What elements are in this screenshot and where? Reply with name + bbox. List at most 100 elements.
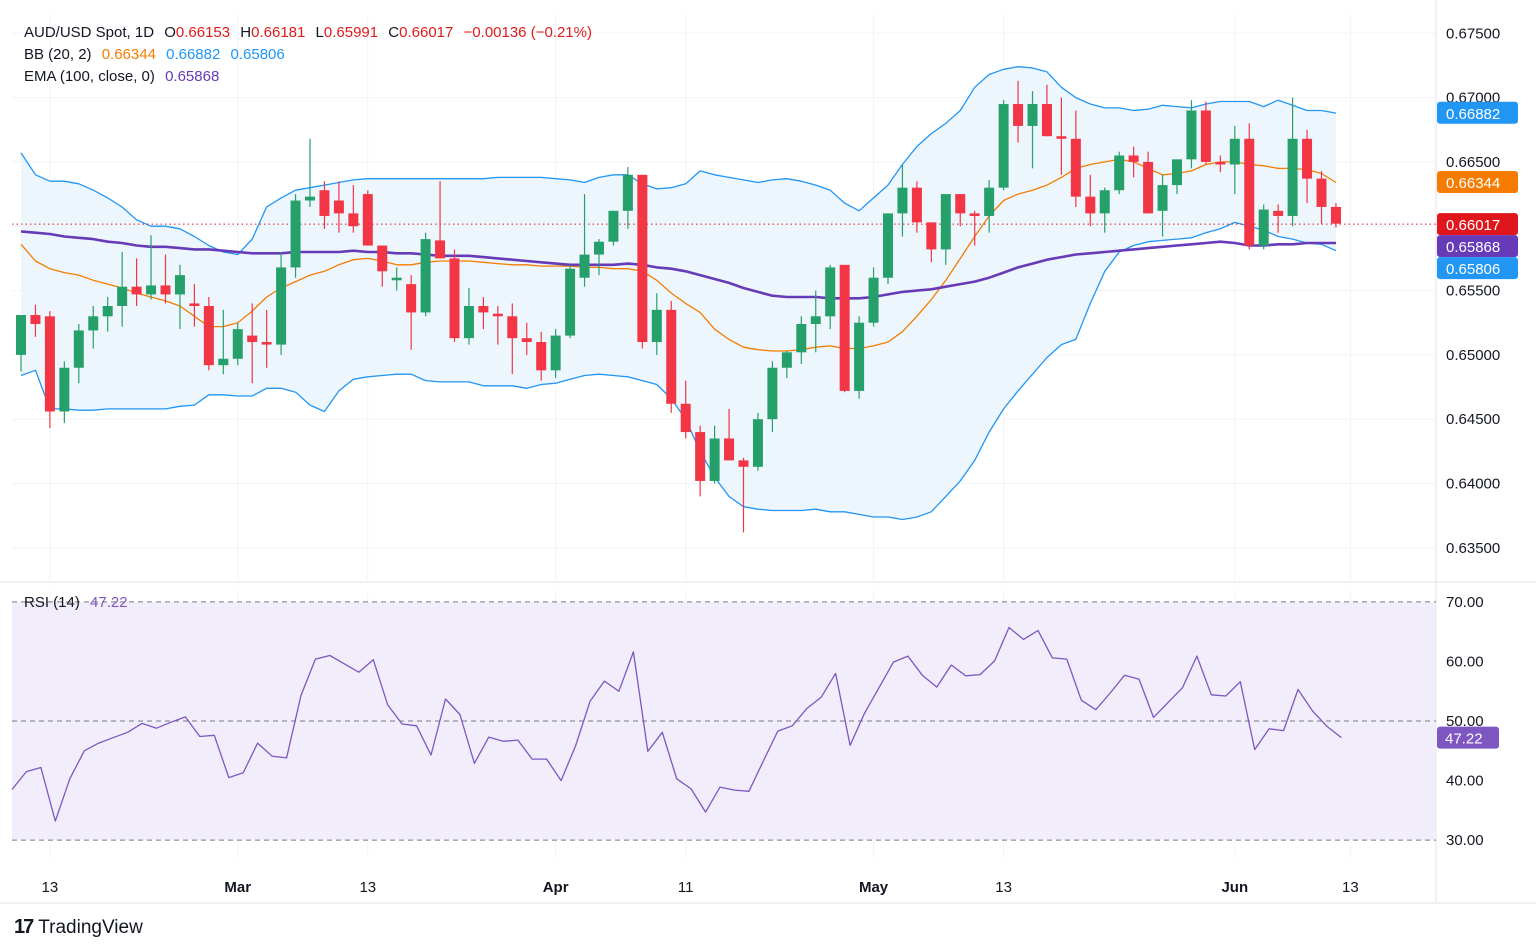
candle xyxy=(637,174,648,349)
candle xyxy=(1200,101,1211,165)
candle-body xyxy=(550,335,561,371)
close-label: C xyxy=(388,24,400,41)
candle xyxy=(550,329,561,379)
candle-body xyxy=(1258,209,1269,246)
legend-bb: BB (20, 2) 0.66344 0.66882 0.65806 xyxy=(24,46,291,63)
open-label: O xyxy=(164,24,176,41)
candle xyxy=(348,185,359,233)
candle-body xyxy=(998,104,1009,188)
candle xyxy=(1215,155,1226,173)
candle xyxy=(854,316,865,399)
candle-body xyxy=(1287,138,1298,216)
candle-body xyxy=(1114,155,1125,191)
candle-body xyxy=(1085,196,1096,214)
candle-body xyxy=(478,306,489,313)
candle xyxy=(406,275,417,350)
rsi-label[interactable]: RSI (14) xyxy=(24,594,80,611)
candle-body xyxy=(305,196,315,201)
candle-body xyxy=(854,322,865,391)
candle-body xyxy=(1330,206,1341,224)
candle-body xyxy=(911,187,922,223)
candle xyxy=(594,239,604,276)
candle xyxy=(435,181,446,259)
candle xyxy=(1330,203,1341,228)
candle xyxy=(608,210,619,246)
price-tag: 0.66344 xyxy=(1437,170,1518,193)
candle-body xyxy=(796,324,807,353)
bb-basis-value: 0.66344 xyxy=(101,46,156,63)
candle xyxy=(73,324,84,384)
price-tick-label: 0.63500 xyxy=(1446,540,1500,557)
candle-body xyxy=(738,460,749,467)
candle-body xyxy=(1302,138,1313,179)
candle xyxy=(377,245,388,287)
candle-body xyxy=(1200,110,1211,162)
candle xyxy=(1099,187,1110,233)
time-tick-label: 13 xyxy=(1342,879,1359,896)
candle-body xyxy=(319,190,330,216)
candle-body xyxy=(44,316,55,412)
candle xyxy=(695,425,706,497)
candle xyxy=(969,210,980,246)
rsi-line xyxy=(11,626,1342,822)
price-tags: 0.66882 0.66344 0.66017 0.65868 0.65806 47.22 xyxy=(1437,101,1518,749)
price-tick-label: 0.65000 xyxy=(1446,347,1500,364)
legend-ema: EMA (100, close, 0) 0.65868 xyxy=(24,68,225,85)
candle xyxy=(1114,151,1125,195)
candle xyxy=(521,322,532,355)
candle-body xyxy=(16,315,26,355)
candle-body xyxy=(608,210,619,242)
candle xyxy=(492,306,503,345)
candle-body xyxy=(1244,138,1255,246)
tradingview-logo[interactable]: 17 TradingView xyxy=(14,916,143,939)
high-value: 0.66181 xyxy=(251,24,306,41)
candle xyxy=(420,232,431,317)
candle-body xyxy=(651,309,662,343)
price-tag-text: 0.65868 xyxy=(1446,239,1500,256)
ema-label[interactable]: EMA (100, close, 0) xyxy=(24,68,155,85)
candle-body xyxy=(160,285,171,295)
candle xyxy=(261,309,272,368)
candle-body xyxy=(955,194,966,214)
candle xyxy=(709,425,720,484)
candle-body xyxy=(146,285,157,295)
candle xyxy=(362,190,373,246)
candle xyxy=(189,284,200,327)
candle xyxy=(666,300,677,413)
candle-body xyxy=(680,403,691,433)
candle-body xyxy=(666,309,677,404)
candle xyxy=(449,249,460,343)
candle xyxy=(1085,174,1096,227)
candle xyxy=(102,297,113,332)
price-tick-label: 0.67500 xyxy=(1446,25,1500,42)
time-tick-label: May xyxy=(859,879,889,896)
candle-body xyxy=(1273,210,1284,216)
candle xyxy=(333,181,344,233)
candle-body xyxy=(926,222,937,250)
candle xyxy=(868,267,879,327)
candle xyxy=(507,303,518,375)
candle xyxy=(218,309,229,375)
candle xyxy=(1157,174,1168,237)
bb-label[interactable]: BB (20, 2) xyxy=(24,46,92,63)
candle xyxy=(1258,204,1269,250)
candle-body xyxy=(1099,190,1110,214)
candle-body xyxy=(724,438,735,461)
candle xyxy=(463,287,474,345)
time-tick-label: 13 xyxy=(42,879,59,896)
candle xyxy=(897,164,908,237)
candle-body xyxy=(868,277,879,323)
candle xyxy=(1186,100,1197,169)
candle xyxy=(565,264,576,339)
candle xyxy=(796,316,807,364)
candle-body xyxy=(131,286,142,295)
high-label: H xyxy=(240,24,252,41)
rsi-tick-label: 50.00 xyxy=(1446,713,1484,730)
time-tick-label: Mar xyxy=(224,879,251,896)
candle-body xyxy=(59,367,70,412)
candle-body xyxy=(622,174,633,211)
symbol-label[interactable]: AUD/USD Spot, 1D xyxy=(24,24,155,41)
bollinger-fill-area xyxy=(21,66,1336,520)
tradingview-mark-icon: 17 xyxy=(14,916,34,938)
open-value: 0.66153 xyxy=(175,24,231,41)
